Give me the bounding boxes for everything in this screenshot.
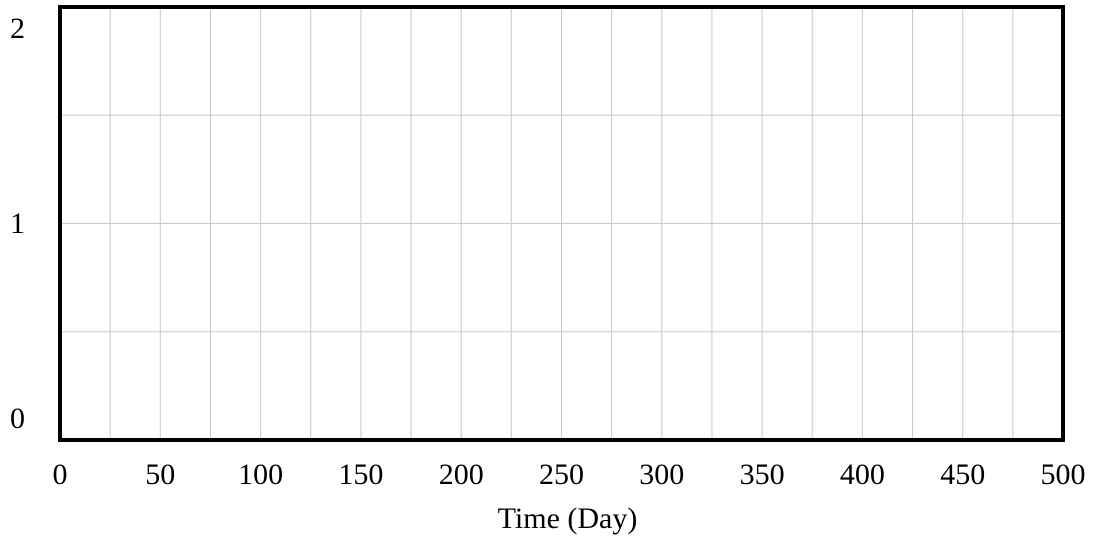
- x-tick-label: 50: [145, 458, 175, 491]
- grid: [60, 7, 1063, 440]
- y-tick-label: 0: [10, 402, 25, 435]
- y-axis-ticks: 0 1 2: [10, 12, 25, 435]
- y-tick-label: 2: [10, 12, 25, 45]
- x-tick-label: 300: [639, 458, 684, 491]
- x-tick-label: 250: [539, 458, 584, 491]
- x-tick-label: 350: [740, 458, 785, 491]
- x-tick-label: 500: [1041, 458, 1086, 491]
- x-tick-label: 450: [940, 458, 985, 491]
- x-axis-ticks: 0 50 100 150 200 250 300 350 400 450 500: [53, 458, 1086, 491]
- x-tick-label: 0: [53, 458, 68, 491]
- x-tick-label: 400: [840, 458, 885, 491]
- x-tick-label: 150: [338, 458, 383, 491]
- x-tick-label: 200: [439, 458, 484, 491]
- x-tick-label: 100: [238, 458, 283, 491]
- x-axis-title: Time (Day): [498, 502, 638, 535]
- y-tick-label: 1: [10, 207, 25, 240]
- plot-frame: [58, 5, 1065, 442]
